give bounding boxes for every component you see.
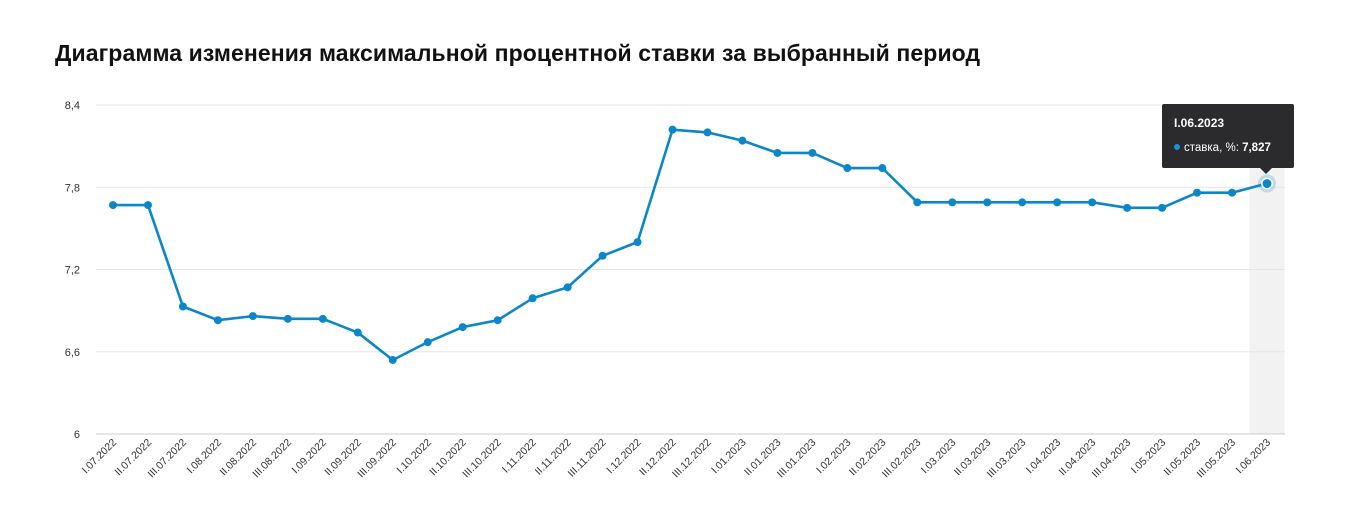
data-point[interactable] bbox=[983, 198, 992, 207]
data-point[interactable] bbox=[598, 251, 607, 260]
data-point[interactable] bbox=[423, 338, 432, 347]
data-point[interactable] bbox=[248, 312, 257, 321]
x-tick-label: I.06.2023 bbox=[1234, 437, 1274, 477]
data-point[interactable] bbox=[493, 316, 502, 325]
data-point[interactable] bbox=[109, 201, 117, 210]
y-tick-label: 7,8 bbox=[65, 182, 80, 194]
data-point[interactable] bbox=[668, 125, 677, 134]
data-point[interactable] bbox=[843, 164, 852, 173]
y-tick-label: 6,6 bbox=[65, 347, 80, 359]
chart-title: Диаграмма изменения максимальной процент… bbox=[55, 40, 981, 66]
x-tick-label: III.11.2022 bbox=[566, 437, 609, 480]
data-point[interactable] bbox=[948, 198, 957, 207]
data-point[interactable] bbox=[1088, 198, 1097, 207]
data-point[interactable] bbox=[283, 314, 292, 323]
data-point[interactable] bbox=[458, 323, 467, 332]
data-point[interactable] bbox=[213, 316, 222, 325]
data-point[interactable] bbox=[318, 314, 327, 323]
data-point[interactable] bbox=[1018, 198, 1027, 207]
y-tick-label: 6 bbox=[74, 429, 80, 441]
tooltip-value: 7,827 bbox=[1242, 142, 1271, 154]
data-point[interactable] bbox=[1123, 203, 1132, 212]
tooltip: I.06.2023 ставка, %: 7,827 bbox=[1162, 104, 1294, 174]
series-line bbox=[111, 128, 1269, 362]
data-point[interactable] bbox=[913, 198, 922, 207]
y-tick-label: 7,2 bbox=[65, 265, 80, 277]
data-point[interactable] bbox=[563, 283, 572, 292]
data-point[interactable] bbox=[388, 355, 397, 364]
data-point[interactable] bbox=[808, 148, 817, 157]
tooltip-series-dot bbox=[1174, 144, 1180, 150]
data-point[interactable] bbox=[878, 164, 887, 173]
data-point[interactable] bbox=[1053, 198, 1062, 207]
tooltip-series-label: ставка, %: bbox=[1184, 142, 1239, 154]
data-point[interactable] bbox=[1228, 188, 1237, 197]
data-point[interactable] bbox=[633, 238, 642, 247]
data-point[interactable] bbox=[1158, 203, 1167, 212]
tooltip-date: I.06.2023 bbox=[1174, 116, 1225, 130]
data-point[interactable] bbox=[738, 136, 747, 145]
y-tick-label: 8,4 bbox=[65, 100, 80, 112]
data-point[interactable] bbox=[1261, 177, 1273, 190]
data-point[interactable] bbox=[178, 302, 187, 311]
data-point[interactable] bbox=[143, 201, 152, 210]
data-point[interactable] bbox=[703, 128, 712, 137]
data-point[interactable] bbox=[1193, 188, 1202, 197]
data-point[interactable] bbox=[773, 148, 782, 157]
data-point[interactable] bbox=[528, 294, 537, 303]
tooltip-row: ставка, %: 7,827 bbox=[1174, 141, 1294, 155]
data-point[interactable] bbox=[353, 328, 362, 337]
